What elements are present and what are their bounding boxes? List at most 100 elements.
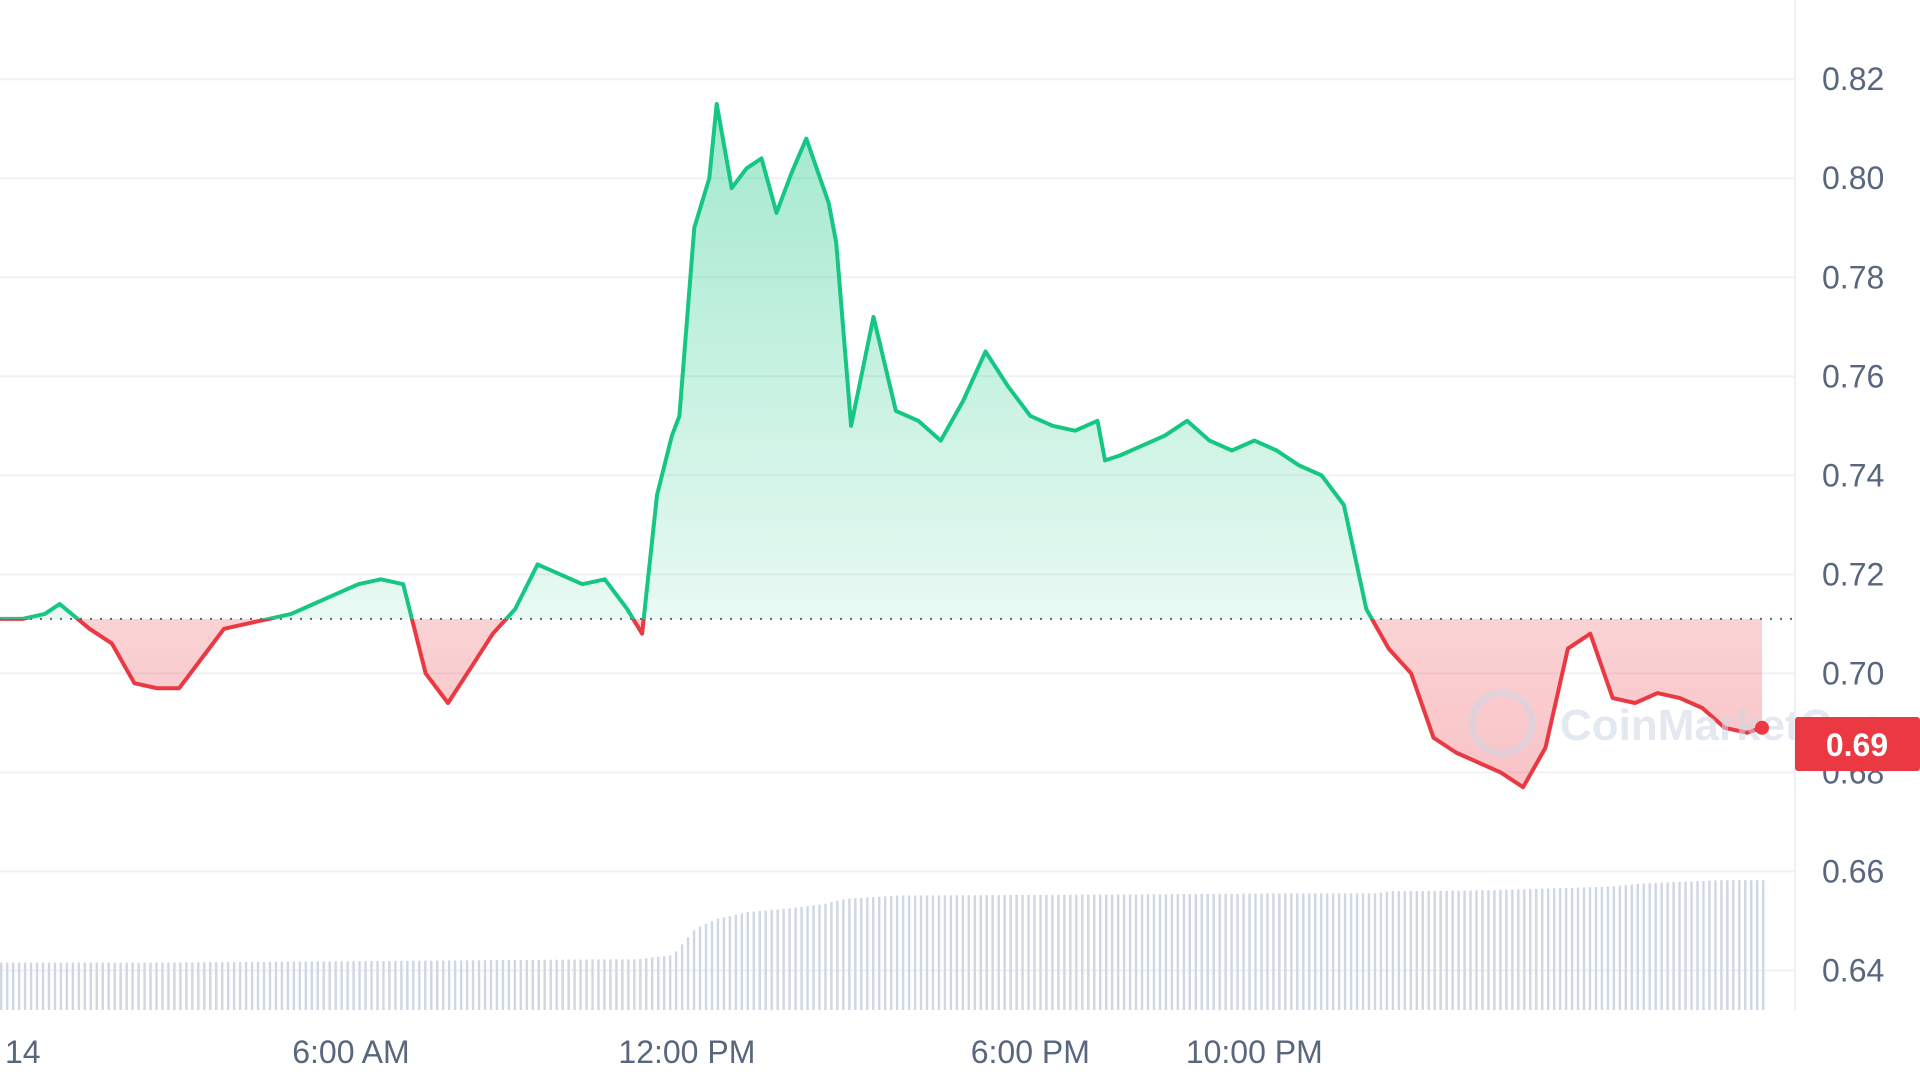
volume-bar bbox=[167, 962, 170, 1010]
volume-bar bbox=[197, 962, 200, 1010]
volume-bar bbox=[645, 958, 648, 1010]
volume-bar bbox=[1505, 889, 1508, 1010]
volume-bar bbox=[1039, 894, 1042, 1010]
volume-bar bbox=[358, 961, 361, 1010]
volume-bar bbox=[1057, 894, 1060, 1010]
volume-bar bbox=[943, 895, 947, 1010]
volume-bar bbox=[525, 959, 529, 1010]
volume-bar bbox=[59, 962, 63, 1010]
volume-bar bbox=[543, 959, 546, 1010]
volume-bar bbox=[41, 962, 45, 1010]
volume-bar bbox=[1469, 890, 1472, 1010]
volume-bar bbox=[1511, 889, 1514, 1010]
volume-bar bbox=[806, 906, 809, 1010]
volume-bar bbox=[1033, 894, 1036, 1010]
volume-bar bbox=[107, 962, 110, 1010]
volume-bar bbox=[268, 961, 272, 1010]
volume-bar bbox=[137, 962, 140, 1010]
volume-bar bbox=[215, 962, 218, 1010]
volume-bar bbox=[609, 959, 612, 1010]
volume-bar bbox=[1385, 891, 1389, 1010]
volume-bar bbox=[1660, 882, 1663, 1010]
volume-bar bbox=[471, 960, 475, 1010]
volume-bar bbox=[1463, 890, 1466, 1010]
volume-bar bbox=[1672, 882, 1675, 1010]
volume-bar bbox=[848, 898, 851, 1010]
volume-bar bbox=[310, 961, 313, 1010]
volume-bar bbox=[1558, 888, 1562, 1010]
volume-bar bbox=[113, 962, 116, 1010]
volume-bar bbox=[465, 960, 469, 1010]
volume-bar bbox=[1248, 893, 1251, 1010]
volume-bar bbox=[961, 895, 965, 1010]
volume-bar bbox=[5, 962, 9, 1010]
volume-bar bbox=[1582, 887, 1586, 1010]
volume-bar bbox=[1296, 893, 1299, 1010]
volume-bar bbox=[800, 906, 803, 1010]
volume-bar bbox=[459, 960, 463, 1010]
volume-bar bbox=[0, 962, 3, 1010]
volume-bar bbox=[1499, 889, 1502, 1010]
volume-bar bbox=[1009, 895, 1012, 1010]
volume-bar bbox=[1236, 893, 1239, 1010]
volume-bar bbox=[119, 962, 122, 1010]
volume-bar bbox=[1642, 883, 1645, 1010]
volume-bar bbox=[662, 956, 666, 1010]
volume-bar bbox=[949, 895, 953, 1010]
volume-bar bbox=[925, 895, 929, 1010]
volume-bar bbox=[436, 960, 439, 1010]
y-tick-label: 0.72 bbox=[1822, 556, 1884, 592]
volume-bar bbox=[155, 962, 158, 1010]
volume-bar bbox=[627, 959, 630, 1010]
volume-bar bbox=[1212, 893, 1215, 1010]
volume-bar bbox=[997, 895, 1000, 1010]
volume-bar bbox=[304, 961, 308, 1010]
volume-bar bbox=[394, 960, 397, 1010]
y-tick-label: 0.66 bbox=[1822, 853, 1884, 889]
volume-bar bbox=[447, 960, 451, 1010]
volume-bar bbox=[1487, 890, 1490, 1010]
volume-bar bbox=[812, 905, 815, 1010]
x-tick-label: 6:00 PM bbox=[971, 1034, 1090, 1070]
volume-bar bbox=[854, 898, 857, 1010]
volume-bar bbox=[1343, 893, 1347, 1010]
volume-bar bbox=[1242, 893, 1245, 1010]
volume-bar bbox=[226, 962, 230, 1010]
volume-bar bbox=[1146, 894, 1150, 1010]
volume-bar bbox=[11, 962, 15, 1010]
volume-bar bbox=[1523, 889, 1526, 1010]
volume-bar bbox=[639, 958, 642, 1010]
volume-bar bbox=[17, 962, 21, 1010]
volume-bar bbox=[1367, 893, 1371, 1010]
volume-bar bbox=[1702, 880, 1705, 1010]
volume-bar bbox=[973, 895, 976, 1010]
volume-bar bbox=[143, 962, 146, 1010]
volume-bar bbox=[1744, 880, 1747, 1010]
volume-bar bbox=[1457, 890, 1460, 1010]
volume-bar bbox=[95, 962, 98, 1010]
x-axis: 14 6:00 AM 12:00 PM 6:00 PM 10:00 PM bbox=[5, 1034, 1323, 1070]
volume-bar bbox=[1762, 880, 1765, 1010]
volume-bar bbox=[1093, 894, 1096, 1010]
y-tick-label: 0.70 bbox=[1822, 655, 1884, 691]
volume-bar bbox=[1075, 894, 1078, 1010]
volume-bar bbox=[1355, 893, 1359, 1010]
volume-bar bbox=[668, 955, 672, 1010]
volume-bar bbox=[836, 900, 839, 1010]
volume-bar bbox=[489, 960, 493, 1010]
volume-bar bbox=[161, 962, 164, 1010]
volume-bar bbox=[1409, 891, 1412, 1010]
volume-bar bbox=[1732, 880, 1735, 1010]
volume-bar bbox=[1654, 882, 1657, 1010]
volume-bar bbox=[1081, 894, 1084, 1010]
volume-bar bbox=[1308, 893, 1311, 1010]
volume-bar bbox=[1493, 890, 1496, 1010]
volume-bar bbox=[382, 960, 385, 1010]
volume-bar bbox=[698, 926, 702, 1010]
volume-bar bbox=[1110, 894, 1114, 1010]
volume-bar bbox=[412, 960, 415, 1010]
volume-bar bbox=[866, 897, 869, 1010]
volume-bar bbox=[1278, 893, 1281, 1010]
